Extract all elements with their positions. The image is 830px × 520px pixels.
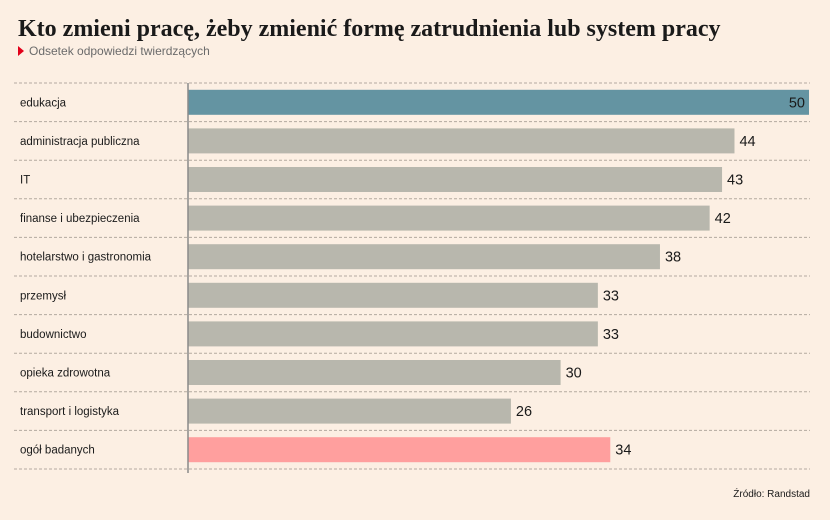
value-label: 42 [715,211,731,227]
bar [188,128,735,154]
category-label: IT [20,175,30,187]
category-label: transport i logistyka [20,406,120,418]
category-label: hotelarstwo i gastronomia [20,252,152,264]
value-label: 26 [516,404,532,420]
source-note: Źródło: Randstad [733,489,810,500]
bar [188,89,809,115]
chart-title: Kto zmieni pracę, żeby zmienić formę zat… [18,16,721,42]
bar [188,244,660,270]
bar [188,282,598,308]
bar [188,167,723,192]
value-label: 34 [615,443,631,459]
red-triangle-icon [18,46,24,56]
bar [188,360,561,385]
category-label: finanse i ubezpieczenia [20,213,140,225]
value-label: 30 [566,366,582,382]
category-label: administracja publiczna [20,136,140,148]
value-label: 38 [665,250,681,266]
bar [188,437,611,463]
bar [188,321,598,347]
chart-subtitle-text: Odsetek odpowiedzi twierdzących [29,44,210,58]
category-label: przemysł [20,290,66,302]
category-label: opieka zdrowotna [20,368,111,380]
value-label: 50 [789,95,805,111]
value-label: 43 [727,173,743,189]
chart-subtitle: Odsetek odpowiedzi twierdzących [18,44,210,58]
value-label: 44 [739,134,755,150]
category-label: budownictwo [20,329,86,341]
bar [188,205,710,231]
value-label: 33 [603,288,619,304]
value-label: 33 [603,327,619,343]
category-label: ogół badanych [20,445,95,457]
bar [188,398,511,424]
category-label: edukacja [20,97,67,109]
